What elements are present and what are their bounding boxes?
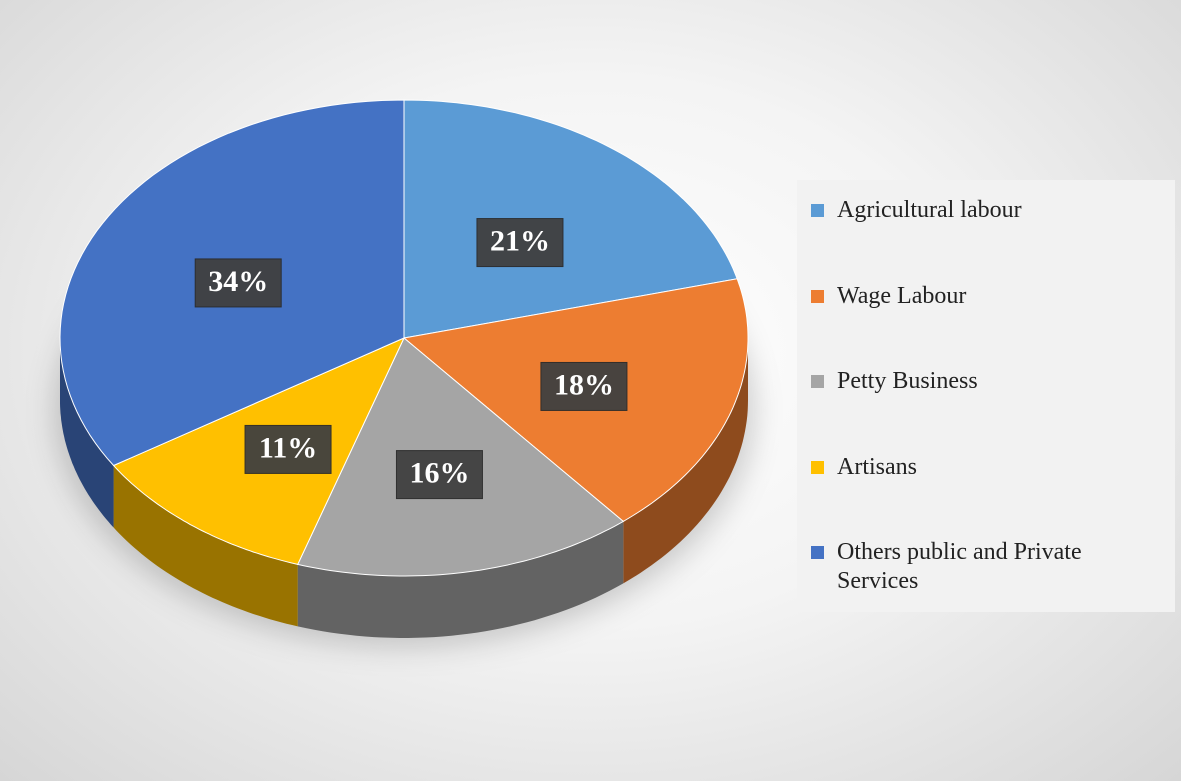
legend-label: Agricultural labour bbox=[837, 197, 1022, 223]
legend-swatch bbox=[811, 204, 824, 217]
legend-item: Others public and Private Services bbox=[811, 538, 1161, 596]
legend-item: Petty Business bbox=[811, 367, 1161, 396]
legend-swatch bbox=[811, 290, 824, 303]
data-label-box bbox=[395, 450, 483, 500]
legend-label: Others public and Private Services bbox=[837, 539, 1082, 594]
data-label-box bbox=[194, 258, 282, 308]
legend: Agricultural labour Wage Labour Petty Busi… bbox=[797, 180, 1175, 612]
data-label-box bbox=[244, 424, 332, 474]
pie-slice-side bbox=[297, 521, 624, 638]
legend-swatch bbox=[811, 375, 824, 388]
data-label: 16% bbox=[409, 456, 469, 489]
legend-item: Wage Labour bbox=[811, 282, 1161, 311]
legend-item: Agricultural labour bbox=[811, 196, 1161, 225]
pie-slice-side bbox=[623, 338, 748, 584]
legend-label: Wage Labour bbox=[837, 283, 967, 309]
legend-label: Petty Business bbox=[837, 368, 978, 394]
legend-swatch bbox=[811, 461, 824, 474]
data-label: 11% bbox=[259, 431, 317, 464]
data-label-box bbox=[540, 361, 628, 411]
data-label: 34% bbox=[208, 265, 268, 298]
data-label-box bbox=[476, 218, 564, 268]
legend-swatch bbox=[811, 546, 824, 559]
data-label: 18% bbox=[554, 368, 614, 401]
pie-slice-side bbox=[60, 338, 114, 528]
pie-slice bbox=[403, 99, 738, 339]
legend-label: Artisans bbox=[837, 454, 917, 480]
data-label: 21% bbox=[490, 224, 550, 257]
legend-item: Artisans bbox=[811, 453, 1161, 482]
